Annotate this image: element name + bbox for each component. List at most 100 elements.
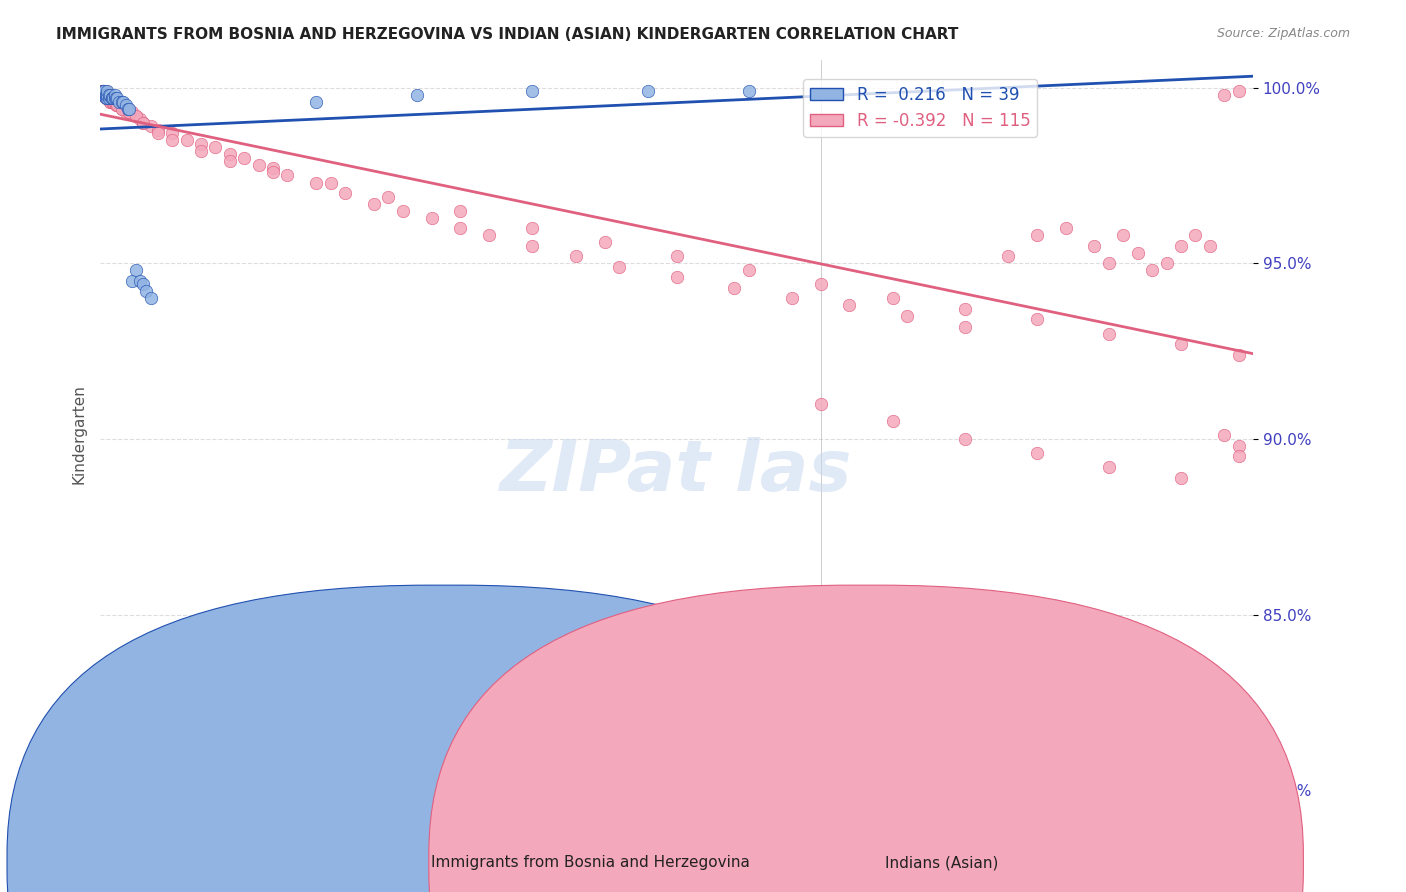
Point [1213, 428, 1236, 442]
Point [93, 87, 115, 102]
Point [1025, 312, 1047, 326]
Point [564, 249, 586, 263]
Point [363, 196, 385, 211]
Point [114, 102, 136, 116]
Point [117, 102, 139, 116]
Point [247, 158, 270, 172]
Point [108, 95, 131, 109]
Point [1098, 256, 1121, 270]
Point [665, 249, 688, 263]
Point [810, 397, 832, 411]
Point [98, 87, 121, 102]
Text: Immigrants from Bosnia and Herzegovina: Immigrants from Bosnia and Herzegovina [432, 855, 749, 870]
Point [107, 98, 129, 112]
Point [305, 95, 328, 109]
Point [96, 91, 118, 105]
Point [117, 102, 139, 116]
Text: Indians (Asian): Indians (Asian) [886, 855, 998, 870]
Point [607, 260, 630, 274]
Point [319, 176, 342, 190]
Point [420, 211, 443, 225]
Point [132, 116, 155, 130]
Text: ZIPat las: ZIPat las [501, 436, 853, 506]
Point [262, 161, 284, 176]
Point [104, 98, 127, 112]
Point [478, 228, 501, 243]
Point [108, 98, 131, 112]
Point [96, 87, 118, 102]
Point [1140, 263, 1163, 277]
Point [896, 309, 918, 323]
Point [1198, 238, 1220, 252]
Point [1098, 326, 1121, 341]
Point [1170, 238, 1192, 252]
Point [1184, 228, 1206, 243]
Point [146, 123, 169, 137]
Point [93, 87, 115, 102]
Point [97, 91, 120, 105]
Point [1126, 245, 1149, 260]
Point [737, 263, 759, 277]
Point [997, 249, 1019, 263]
Point [129, 274, 152, 288]
Point [93, 84, 115, 98]
Point [104, 91, 127, 105]
Point [94, 84, 117, 98]
Point [160, 133, 183, 147]
Point [96, 91, 118, 105]
Point [98, 95, 121, 109]
Point [93, 87, 115, 102]
Y-axis label: Kindergarten: Kindergarten [72, 384, 86, 483]
Point [449, 203, 471, 218]
Point [139, 292, 162, 306]
Point [100, 91, 122, 105]
Point [1083, 238, 1105, 252]
Point [97, 87, 120, 102]
Point [522, 221, 544, 235]
Point [90, 84, 112, 98]
Point [377, 189, 399, 203]
Point [97, 91, 120, 105]
Point [135, 285, 157, 299]
Point [810, 277, 832, 292]
Point [637, 84, 659, 98]
Point [129, 112, 152, 127]
Point [882, 414, 904, 428]
Point [218, 154, 240, 169]
Point [522, 238, 544, 252]
Point [101, 95, 124, 109]
Point [115, 98, 138, 112]
Point [96, 87, 118, 102]
Point [101, 95, 124, 109]
Point [118, 105, 141, 120]
Point [107, 91, 129, 105]
Point [125, 109, 148, 123]
Point [91, 84, 114, 98]
Point [1112, 228, 1135, 243]
Point [1098, 460, 1121, 475]
Point [204, 140, 226, 154]
Point [103, 91, 125, 105]
Point [125, 263, 148, 277]
Point [882, 292, 904, 306]
Point [93, 84, 115, 98]
Point [139, 120, 162, 134]
Point [110, 95, 132, 109]
Point [737, 84, 759, 98]
Point [262, 165, 284, 179]
Point [101, 91, 124, 105]
Point [176, 133, 198, 147]
Point [115, 105, 138, 120]
Point [160, 127, 183, 141]
Point [1156, 256, 1178, 270]
Point [121, 105, 143, 120]
Point [103, 91, 125, 105]
Point [111, 95, 134, 109]
Point [98, 95, 121, 109]
Point [838, 298, 860, 312]
Point [96, 84, 118, 98]
Point [132, 277, 155, 292]
Point [233, 151, 256, 165]
Point [100, 91, 122, 105]
Point [107, 98, 129, 112]
